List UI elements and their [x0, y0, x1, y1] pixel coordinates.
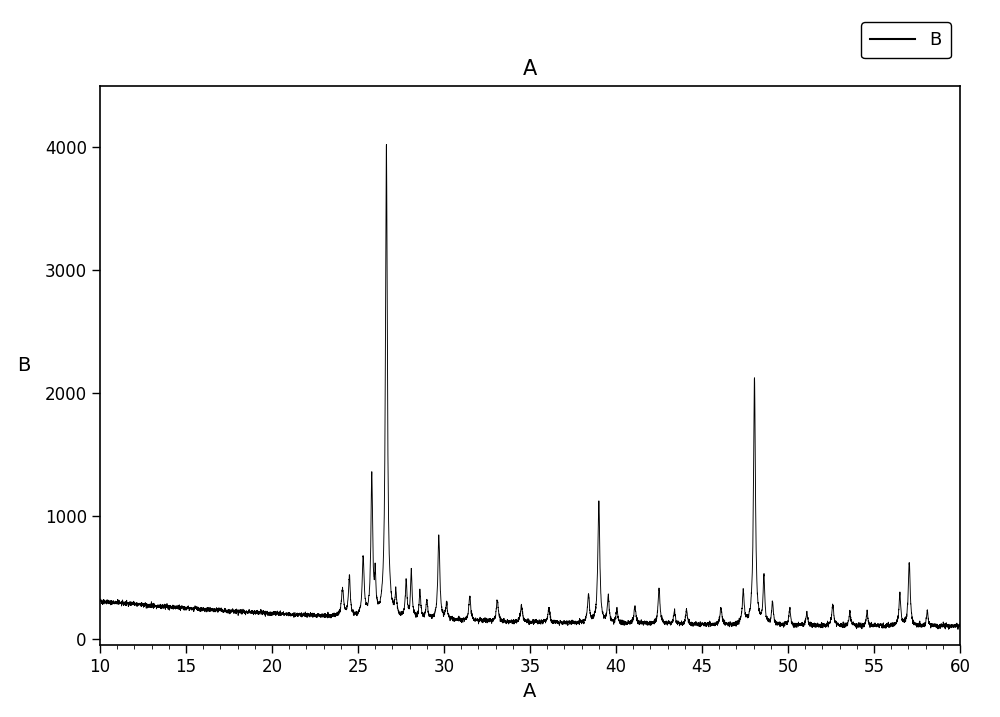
Legend: B: B [861, 22, 951, 58]
Y-axis label: B: B [17, 356, 31, 375]
X-axis label: A: A [523, 682, 537, 701]
Title: A: A [523, 59, 537, 79]
